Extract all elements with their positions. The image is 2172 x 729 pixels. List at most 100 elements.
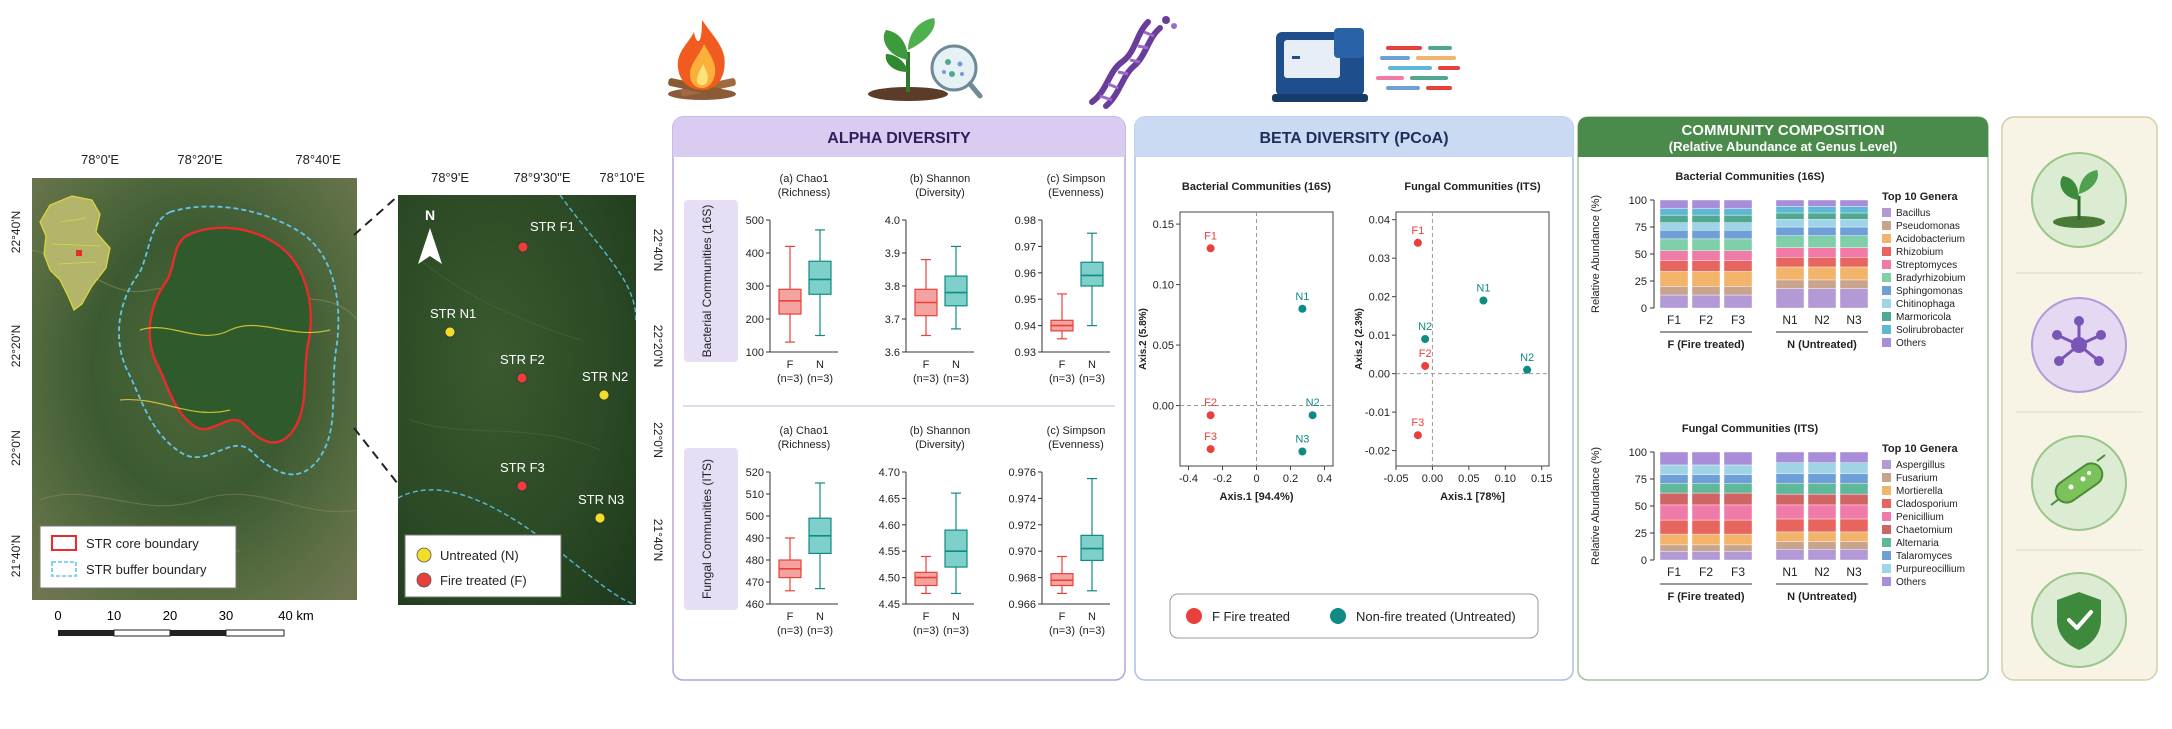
bar-segment xyxy=(1775,257,1805,268)
bar-segment xyxy=(1659,208,1689,216)
y-tick-label: 50 xyxy=(1635,249,1647,261)
bar-segment xyxy=(1839,288,1869,309)
plant-microbe-icon xyxy=(868,18,983,101)
box-plot-title: (a) Chao1 xyxy=(780,173,829,185)
y-tick-label: 75 xyxy=(1635,222,1647,234)
bar-segment xyxy=(1775,288,1805,309)
legend-swatch xyxy=(1882,299,1891,308)
sample-label: F1 xyxy=(1667,565,1681,579)
bar-segment xyxy=(1807,549,1837,561)
india-inset xyxy=(39,195,111,311)
chart-title: Bacterial Communities (16S) xyxy=(1675,171,1824,183)
y-tick-label: 25 xyxy=(1635,276,1647,288)
y-axis-label: Relative Abundance (%) xyxy=(1590,195,1602,313)
stacked-bar-chart: Fungal Communities (ITS) 0 25 50 75 100 Relati… xyxy=(1590,423,1965,603)
bar-segment xyxy=(1691,451,1721,466)
bar-segment xyxy=(1691,238,1721,251)
legend-label: Purpureocillium xyxy=(1896,564,1965,575)
x-tick-label: 0.05 xyxy=(1458,473,1479,485)
box-plot-subtitle: (Diversity) xyxy=(915,439,965,451)
y-tick-label: 520 xyxy=(746,467,764,479)
bar-segment xyxy=(1723,260,1753,272)
bar-segment xyxy=(1691,208,1721,216)
legend-label: Penicillium xyxy=(1896,512,1944,523)
scale-tick: 10 xyxy=(107,608,121,623)
core-boundary xyxy=(148,226,312,444)
microbe-icon xyxy=(2031,435,2127,531)
pcoa-plot: Bacterial Communities (16S) -0.4 -0.2 0 0.2 0… xyxy=(1138,181,1334,503)
bar-segment xyxy=(1659,451,1689,466)
legend-swatch xyxy=(1882,499,1891,508)
bar-segment xyxy=(1691,464,1721,475)
legend-swatch xyxy=(1882,247,1891,256)
legend-label: Fusarium xyxy=(1896,473,1938,484)
lat-tick-label: 22°20'N xyxy=(9,325,23,367)
bar-segment xyxy=(1775,473,1805,484)
bar-segment xyxy=(1691,286,1721,296)
bar-segment xyxy=(1807,247,1837,258)
box xyxy=(944,529,968,568)
legend-swatch xyxy=(1882,338,1891,347)
box-plot-subtitle: (Evenness) xyxy=(1048,439,1104,451)
bar-segment xyxy=(1659,286,1689,296)
scale-tick: 20 xyxy=(163,608,177,623)
bar-segment xyxy=(1775,212,1805,220)
legend-title: Top 10 Genera xyxy=(1882,443,1958,455)
bar-segment xyxy=(1723,551,1753,561)
y-tick-label: 490 xyxy=(746,533,764,545)
legend-label: Marmoricola xyxy=(1896,312,1951,323)
legend-swatch xyxy=(1882,473,1891,482)
buffer-boundary xyxy=(118,205,340,476)
pcoa-point xyxy=(1479,296,1488,305)
bar-segment xyxy=(1807,206,1837,214)
bar-segment xyxy=(1775,266,1805,281)
site-lat-ticks: 22°40'N 22°20'N 22°0'N 21°40'N xyxy=(651,229,665,561)
bar-segment xyxy=(1839,462,1869,474)
bar-segment xyxy=(1807,235,1837,248)
bar-segment xyxy=(1659,230,1689,240)
bar-segment xyxy=(1691,533,1721,546)
n-label: (n=3) xyxy=(913,625,939,637)
plant-soil-icon xyxy=(2031,152,2127,248)
point-label: F2 xyxy=(1204,397,1217,409)
bar-segment xyxy=(1691,492,1721,506)
north-arrow: N xyxy=(418,207,442,264)
group-label: F (Fire treated) xyxy=(1667,591,1744,603)
bar-segment xyxy=(1691,199,1721,209)
y-tick-label: 0.974 xyxy=(1008,493,1036,505)
lat-tick-label: 22°0'N xyxy=(651,422,665,458)
x-tick-label: -0.4 xyxy=(1179,473,1198,485)
y-tick-label: 510 xyxy=(746,489,764,501)
bar-segment xyxy=(1839,219,1869,228)
side-icon-strip xyxy=(2001,116,2158,681)
y-tick-label: -0.01 xyxy=(1365,407,1390,419)
y-tick-label: 0.970 xyxy=(1008,546,1036,558)
bar-segment xyxy=(1659,199,1689,209)
bar-segment xyxy=(1691,230,1721,240)
group-label: F xyxy=(923,611,930,623)
box-plot: (c) Simpson (Evenness) 0.966 0.968 0.970 0.97… xyxy=(1008,425,1110,637)
bar-segment xyxy=(1775,219,1805,228)
bar-segment xyxy=(1839,541,1869,550)
box-plot-title: (c) Simpson xyxy=(1047,173,1106,185)
bar-segment xyxy=(1723,544,1753,552)
y-tick-label: 4.60 xyxy=(879,520,900,532)
bar-segment xyxy=(1659,544,1689,552)
legend-label: Sphingomonas xyxy=(1896,286,1963,297)
box-plot-title: (c) Simpson xyxy=(1047,425,1106,437)
map-lon-ticks: 78°0'E 78°20'E 78°40'E xyxy=(81,152,341,167)
y-tick-label: 3.6 xyxy=(885,347,900,359)
site-markers: STR F1 STR N1 STR F2 STR N2 STR F3 STR N… xyxy=(430,219,628,524)
n-label: (n=3) xyxy=(943,625,969,637)
point-label: F1 xyxy=(1411,225,1424,237)
legend-label: Aspergillus xyxy=(1896,460,1945,471)
y-tick-label: 0.972 xyxy=(1008,520,1036,532)
box-plot: (b) Shannon (Diversity) 4.45 4.50 4.55 4.60 4.… xyxy=(879,425,974,637)
point-label: N2 xyxy=(1418,321,1432,333)
pcoa-plots: Bacterial Communities (16S) -0.4 -0.2 0 0.2 0… xyxy=(1138,181,1552,503)
lon-tick-label: 78°20'E xyxy=(177,152,223,167)
point-label: N2 xyxy=(1520,352,1534,364)
box-plot: (a) Chao1 (Richness) 100 200 300 400 500 F (n=3)… xyxy=(746,173,838,385)
n-label: (n=3) xyxy=(943,373,969,385)
group-label: F xyxy=(787,359,794,371)
